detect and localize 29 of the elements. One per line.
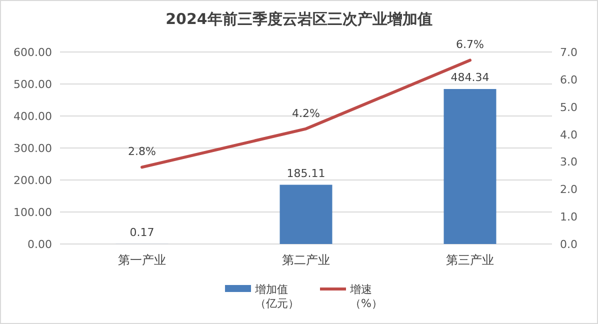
y-tick-label: 0.00 — [28, 238, 52, 251]
data-label: 185.11 — [286, 166, 326, 180]
x-tick-label: 第一产业 — [118, 253, 166, 267]
y-tick-label: 400.00 — [14, 110, 52, 123]
data-label: 2.8% — [128, 145, 156, 158]
data-label: 0.17 — [130, 226, 154, 239]
bar — [444, 89, 496, 244]
y-tick-label: 500.00 — [14, 78, 52, 91]
x-tick-label: 第二产业 — [282, 253, 330, 267]
data-label: 4.2% — [292, 106, 320, 120]
y2-tick-label: 4.0 — [560, 128, 578, 142]
data-label: 6.7% — [456, 38, 484, 52]
y-tick-label: 300.00 — [14, 142, 52, 155]
y-tick-label: 100.00 — [14, 206, 52, 219]
y2-tick-label: 1.0 — [560, 210, 578, 224]
y2-tick-label: 5.0 — [560, 100, 578, 114]
y2-tick-label: 6.0 — [560, 73, 578, 86]
y-tick-label: 600.00 — [14, 46, 52, 59]
y2-tick-label: 0.0 — [560, 238, 578, 251]
data-label: 484.34 — [450, 71, 490, 84]
y2-tick-label: 7.0 — [560, 46, 578, 59]
y2-tick-label: 3.0 — [560, 156, 578, 169]
x-tick-label: 第三产业 — [446, 253, 494, 267]
y-tick-label: 200.00 — [14, 174, 52, 187]
legend-label: 增加值（亿元） — [254, 283, 299, 310]
legend-label: 增速（%） — [349, 283, 382, 310]
chart-title: 2024年前三季度云岩区三次产业增加值 — [166, 10, 432, 28]
y2-tick-label: 2.0 — [560, 183, 578, 196]
bar — [280, 184, 332, 244]
